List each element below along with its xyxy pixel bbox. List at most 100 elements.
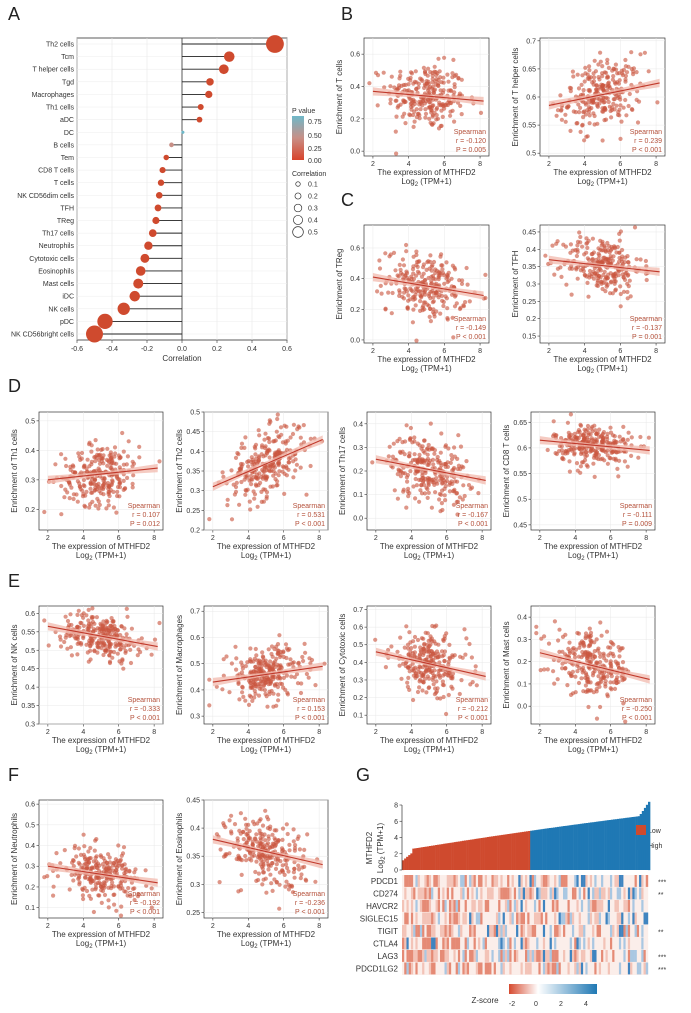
- scatter-point: [417, 452, 422, 457]
- heatmap-cell: [636, 887, 640, 900]
- scatter-point: [265, 858, 270, 864]
- heatmap-cell: [419, 925, 423, 937]
- expression-bar: [519, 832, 523, 870]
- heatmap-cell: [520, 875, 523, 887]
- scatter-point: [240, 685, 245, 690]
- heatmap-cell: [560, 925, 564, 937]
- heatmap-cell: [442, 925, 445, 937]
- scatter-point: [102, 623, 107, 628]
- heatmap-cell: [491, 925, 494, 937]
- scatter-point: [442, 281, 447, 286]
- scatter-point: [411, 697, 416, 703]
- scatter-point: [90, 499, 95, 504]
- heatmap-cell: [580, 900, 584, 912]
- scatter-point: [433, 490, 438, 495]
- expression-bar: [404, 858, 407, 870]
- scatter-point: [115, 651, 120, 656]
- scatter-point: [137, 444, 142, 449]
- scatter-point: [564, 282, 569, 287]
- heatmap-cell: [603, 912, 606, 925]
- heatmap-cell: [549, 875, 553, 887]
- scatter-ytick-label: 0.6: [350, 245, 360, 252]
- scatter-point: [138, 650, 143, 655]
- heatmap-cell: [603, 875, 606, 887]
- scatter-point: [451, 335, 456, 340]
- scatter-point: [264, 494, 269, 499]
- scatter-point: [572, 451, 577, 456]
- heatmap-cell: [426, 875, 430, 887]
- scatter-method-label: Spearman: [293, 891, 325, 898]
- scatter-point: [646, 435, 652, 440]
- scatter-method-label: Spearman: [454, 129, 486, 136]
- heatmap-cell: [424, 900, 427, 912]
- heatmap-cell: [522, 912, 526, 925]
- legend-low-swatch: [636, 825, 646, 835]
- heatmap-cell: [437, 887, 441, 900]
- scatter-point: [307, 656, 312, 661]
- heatmap-cell: [426, 900, 430, 912]
- scatter-point: [596, 75, 601, 80]
- scatter-point: [408, 425, 413, 431]
- scatter-point: [429, 110, 434, 115]
- scatter-xtick-label: 6: [618, 348, 622, 355]
- scatter-point: [568, 242, 574, 247]
- scatter-point: [302, 641, 307, 647]
- scatter-point: [627, 278, 632, 283]
- scatter-point: [428, 319, 433, 324]
- scatter-point: [288, 657, 293, 662]
- heatmap-cell: [469, 887, 472, 900]
- scatter-point: [587, 626, 592, 631]
- pvalue-colorbar: [292, 116, 304, 160]
- scatter-point: [623, 64, 629, 69]
- heatmap-cell: [560, 912, 564, 925]
- scatter-point: [439, 293, 445, 298]
- scatter-point: [87, 440, 92, 445]
- heatmap-cell: [527, 900, 530, 912]
- scatter-point: [253, 459, 258, 464]
- scatter-point: [378, 283, 383, 288]
- scatter-point: [608, 291, 613, 296]
- scatter-point: [110, 479, 115, 484]
- heatmap-cell: [518, 900, 521, 912]
- scatter-point: [305, 832, 310, 837]
- scatter-point: [286, 648, 291, 653]
- scatter-point: [579, 82, 584, 87]
- scatter-point: [585, 256, 590, 261]
- heatmap-cell: [473, 887, 476, 900]
- scatter-point: [625, 281, 630, 286]
- scatter-point: [387, 254, 392, 259]
- scatter-point: [575, 630, 580, 636]
- scatter-xtick-label: 6: [609, 729, 613, 736]
- scatter-point: [613, 458, 619, 463]
- expression-bar: [408, 855, 411, 870]
- scatter-point: [157, 459, 162, 464]
- scatter-point: [254, 653, 259, 658]
- scatter-point: [45, 874, 50, 879]
- lollipop-category-label: NK CD56bright cells: [11, 332, 75, 339]
- scatter-method-label: Spearman: [630, 129, 662, 136]
- heatmap-cell: [585, 887, 588, 900]
- scatter-point: [444, 631, 449, 636]
- heatmap-cell: [509, 912, 512, 925]
- scatter-point: [586, 88, 591, 93]
- scatter-point: [233, 644, 238, 649]
- heatmap-cell: [585, 875, 588, 887]
- heatmap-cell: [516, 925, 519, 937]
- heatmap-cell: [587, 875, 591, 887]
- scatter-point: [583, 634, 588, 639]
- heatmap-cell: [495, 925, 499, 937]
- scatter-point: [234, 667, 239, 672]
- scatter-point: [296, 863, 301, 868]
- heatmap-cell: [549, 925, 553, 937]
- scatter-point: [449, 453, 454, 458]
- scatter-point: [236, 857, 241, 862]
- scatter-ytick-label: 0.0: [350, 149, 360, 156]
- heatmap-cell: [516, 875, 519, 887]
- scatter-point: [608, 645, 613, 650]
- heatmap-row-label: CD274: [373, 889, 398, 898]
- scatter-xtick-label: 8: [317, 923, 321, 930]
- scatter-point: [483, 272, 488, 277]
- bar-ytick-label: 2: [394, 851, 398, 858]
- scatter-point: [584, 236, 589, 241]
- scatter-point: [440, 114, 445, 119]
